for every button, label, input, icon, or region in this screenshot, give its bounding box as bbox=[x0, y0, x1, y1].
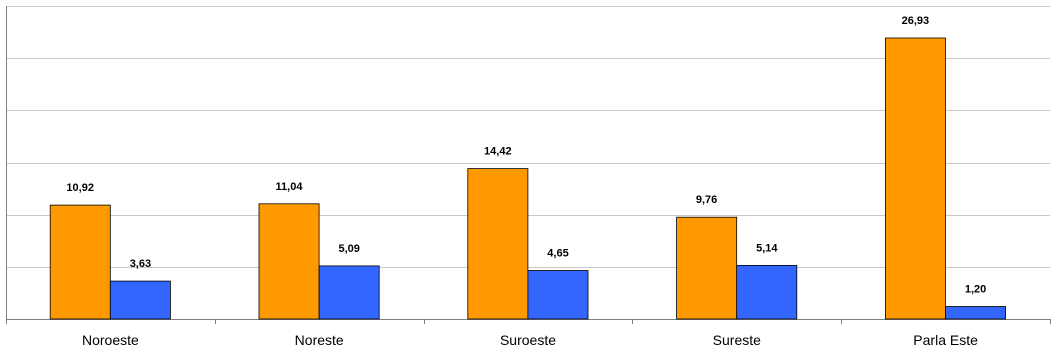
data-label: 26,93 bbox=[902, 15, 930, 27]
data-label: 14,42 bbox=[484, 146, 512, 158]
bar-noroeste-series-2 bbox=[109, 280, 171, 320]
bars bbox=[49, 37, 1006, 320]
data-label: 4,65 bbox=[547, 248, 568, 260]
bar-parla-este-series-1 bbox=[885, 37, 946, 320]
x-tick-label: Suroeste bbox=[500, 332, 556, 348]
x-tick-label: Parla Este bbox=[913, 332, 978, 348]
axes bbox=[6, 6, 1051, 324]
bar-noreste-series-1 bbox=[258, 203, 320, 320]
data-label: 10,92 bbox=[66, 182, 94, 194]
data-label: 1,20 bbox=[965, 284, 986, 296]
data-label: 11,04 bbox=[276, 181, 304, 193]
gridlines bbox=[6, 6, 1050, 268]
data-label: 3,63 bbox=[130, 258, 151, 270]
bar-noroeste-series-1 bbox=[49, 204, 111, 320]
bar-suroeste-series-2 bbox=[527, 270, 589, 320]
value-labels: 10,92 3,63 11,04 5,09 14,42 4,65 9,76 5,14 26,93… bbox=[66, 15, 986, 296]
bar-suroeste-series-1 bbox=[467, 168, 529, 320]
bar-sureste-series-2 bbox=[736, 264, 798, 320]
category-labels: Noroeste Noreste Suroeste Sureste Parla Este bbox=[82, 332, 978, 348]
x-tick-label: Noroeste bbox=[82, 332, 139, 348]
x-tick-label: Noreste bbox=[295, 332, 344, 348]
data-label: 5,14 bbox=[756, 242, 778, 254]
bar-sureste-series-1 bbox=[676, 216, 738, 320]
x-tick-label: Sureste bbox=[713, 332, 761, 348]
data-label: 5,09 bbox=[338, 243, 359, 255]
data-label: 9,76 bbox=[696, 194, 717, 206]
bar-noreste-series-2 bbox=[318, 265, 380, 320]
bar-parla-este-series-2 bbox=[945, 306, 1006, 320]
